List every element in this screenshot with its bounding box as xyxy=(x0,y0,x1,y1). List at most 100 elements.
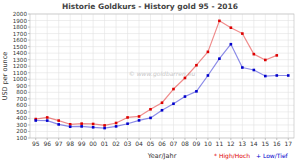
series-marker xyxy=(241,32,244,35)
series-marker xyxy=(172,88,175,91)
y-tick-label: 100 xyxy=(16,135,27,141)
x-tick-label: 12 xyxy=(227,140,235,147)
series-marker xyxy=(241,66,244,69)
y-tick-label: 1000 xyxy=(13,76,28,82)
x-grid-line xyxy=(196,14,197,138)
y-tick-label: 300 xyxy=(16,122,27,128)
x-tick-label: 98 xyxy=(66,140,74,147)
series-marker xyxy=(46,116,49,119)
x-tick-label: 97 xyxy=(55,140,63,147)
y-tick-label: 1300 xyxy=(13,57,28,63)
x-grid-line xyxy=(104,14,105,138)
series-marker xyxy=(253,69,256,72)
x-tick-label: 03 xyxy=(124,140,132,147)
x-tick-label: 09 xyxy=(193,140,201,147)
series-marker xyxy=(115,125,118,128)
series-marker xyxy=(126,122,129,125)
series-marker xyxy=(138,119,141,122)
x-tick-label: 14 xyxy=(250,140,258,147)
legend: * High/Hoch + Low/Tief xyxy=(214,152,289,160)
x-grid-line xyxy=(219,14,220,138)
series-marker xyxy=(69,125,72,128)
x-grid-line xyxy=(265,14,266,138)
series-marker xyxy=(264,59,267,62)
y-tick-label: 200 xyxy=(16,128,27,134)
series-marker xyxy=(172,102,175,105)
y-tick-label: 1500 xyxy=(13,44,28,50)
x-grid-line xyxy=(70,14,71,138)
series-line xyxy=(36,44,289,128)
x-tick-label: 13 xyxy=(239,140,247,147)
series-marker xyxy=(80,125,83,128)
series-marker xyxy=(92,123,95,126)
y-tick-label: 1900 xyxy=(13,18,28,24)
series-marker xyxy=(103,124,106,127)
series-marker xyxy=(149,108,152,111)
x-tick-label: 08 xyxy=(181,140,189,147)
y-tick-label: 500 xyxy=(16,109,27,115)
y-tick-label: 1800 xyxy=(13,24,28,30)
series-marker xyxy=(46,119,49,122)
x-tick-label: 10 xyxy=(204,140,212,147)
series-marker xyxy=(275,54,278,57)
chart: 1002003004005006007008009001000110012001… xyxy=(0,0,300,168)
series-marker xyxy=(230,26,233,29)
x-tick-label: 17 xyxy=(284,140,292,147)
plot-area xyxy=(34,20,289,130)
series-marker xyxy=(126,116,129,119)
series-marker xyxy=(57,123,60,126)
watermark: © www.goldbarren.eu xyxy=(129,70,196,78)
y-axis-label: USD per ounce xyxy=(1,52,9,101)
series-marker xyxy=(184,77,187,80)
x-tick-label: 99 xyxy=(78,140,86,147)
x-tick-label: 96 xyxy=(43,140,51,147)
x-tick-label: 01 xyxy=(101,140,109,147)
y-tick-label: 600 xyxy=(16,102,27,108)
y-tick-label: 400 xyxy=(16,115,27,121)
y-tick-label: 2000 xyxy=(13,11,28,17)
series-marker xyxy=(80,122,83,125)
x-grid-line xyxy=(288,14,289,138)
series-marker xyxy=(218,57,221,60)
plot-frame xyxy=(30,14,294,138)
chart-container: 1002003004005006007008009001000110012001… xyxy=(0,0,300,168)
x-tick-label: 95 xyxy=(32,140,40,147)
series-marker xyxy=(57,119,60,122)
x-grid-line xyxy=(35,14,36,138)
series-marker xyxy=(207,74,210,77)
x-grid-line xyxy=(207,14,208,138)
y-tick-label: 900 xyxy=(16,83,27,89)
series-marker xyxy=(230,43,233,46)
y-tick-label: 1200 xyxy=(13,63,28,69)
x-grid-line xyxy=(276,14,277,138)
x-grid-line xyxy=(242,14,243,138)
x-tick-label: 04 xyxy=(135,140,143,147)
legend-entry: * High/Hoch xyxy=(214,152,250,160)
grid xyxy=(28,14,294,140)
x-grid-line xyxy=(230,14,231,138)
y-tick-label: 1600 xyxy=(13,37,28,43)
series-marker xyxy=(195,64,198,67)
x-grid-line xyxy=(47,14,48,138)
x-grid-line xyxy=(58,14,59,138)
series-line xyxy=(36,21,277,126)
x-tick-label: 07 xyxy=(170,140,178,147)
series-marker xyxy=(287,74,290,77)
y-tick-label: 1400 xyxy=(13,50,28,56)
series-marker xyxy=(184,95,187,98)
y-tick-label: 800 xyxy=(16,89,27,95)
series-marker xyxy=(103,127,106,130)
series-marker xyxy=(264,75,267,78)
series-marker xyxy=(218,20,221,23)
x-axis-label: Year/Jahr xyxy=(147,152,177,160)
y-tick-label: 1100 xyxy=(13,70,28,76)
series-marker xyxy=(161,109,164,112)
series-marker xyxy=(34,119,37,122)
series-marker xyxy=(207,51,210,54)
legend-entry: + Low/Tief xyxy=(256,152,289,159)
x-tick-label: 05 xyxy=(147,140,155,147)
x-grid-line xyxy=(93,14,94,138)
x-grid-line xyxy=(81,14,82,138)
series-marker xyxy=(92,126,95,129)
series-marker xyxy=(138,115,141,118)
